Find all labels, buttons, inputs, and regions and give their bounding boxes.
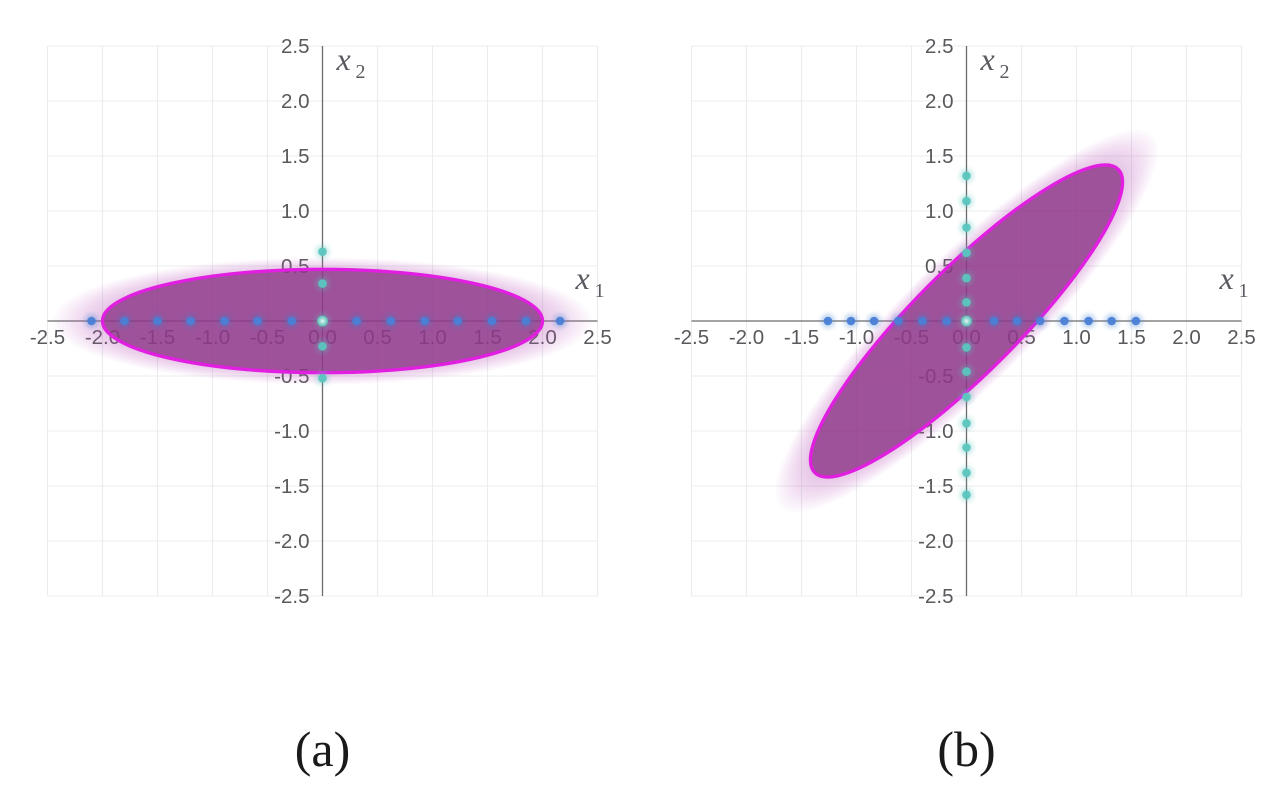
svg-text:-2.0: -2.0: [918, 530, 953, 553]
svg-text:-1.0: -1.0: [274, 420, 309, 443]
svg-text:2: 2: [1000, 61, 1010, 83]
svg-text:1.0: 1.0: [281, 200, 310, 223]
svg-text:-2.0: -2.0: [274, 530, 309, 553]
svg-text:-2.5: -2.5: [918, 585, 953, 608]
svg-text:-2.5: -2.5: [674, 326, 709, 349]
svg-text:2.0: 2.0: [1172, 326, 1201, 349]
svg-text:-2.0: -2.0: [729, 326, 764, 349]
svg-text:-2.5: -2.5: [274, 585, 309, 608]
svg-text:-1.5: -1.5: [274, 475, 309, 498]
svg-text:2: 2: [356, 61, 366, 83]
svg-text:x: x: [1219, 260, 1234, 296]
svg-text:(b): (b): [937, 721, 995, 777]
svg-text:(a): (a): [295, 721, 351, 777]
svg-text:x: x: [980, 41, 995, 77]
svg-text:-1.5: -1.5: [784, 326, 819, 349]
svg-text:1.5: 1.5: [1117, 326, 1146, 349]
svg-text:1.0: 1.0: [925, 200, 954, 223]
svg-text:2.5: 2.5: [925, 35, 954, 58]
svg-text:1.0: 1.0: [1062, 326, 1091, 349]
svg-text:1.5: 1.5: [925, 145, 954, 168]
svg-text:x: x: [336, 41, 351, 77]
svg-text:-1.5: -1.5: [918, 475, 953, 498]
svg-text:2.5: 2.5: [281, 35, 310, 58]
svg-text:2.0: 2.0: [281, 90, 310, 113]
svg-text:1: 1: [1239, 280, 1249, 302]
svg-text:2.0: 2.0: [925, 90, 954, 113]
svg-text:2.5: 2.5: [1227, 326, 1256, 349]
svg-text:1.5: 1.5: [281, 145, 310, 168]
svg-text:x: x: [575, 260, 590, 296]
svg-text:1: 1: [595, 280, 605, 302]
